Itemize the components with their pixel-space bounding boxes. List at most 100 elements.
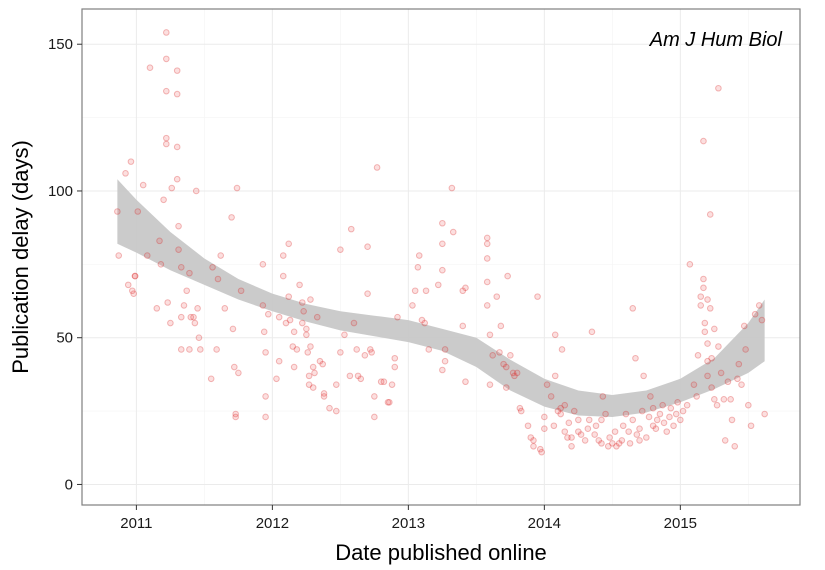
- data-point: [599, 441, 605, 447]
- data-point: [280, 273, 286, 279]
- data-point: [484, 256, 490, 262]
- data-point: [653, 426, 659, 432]
- data-point: [752, 311, 758, 317]
- data-point: [276, 314, 282, 320]
- data-point: [748, 423, 754, 429]
- data-point: [586, 417, 592, 423]
- data-point: [736, 361, 742, 367]
- data-point: [208, 376, 214, 382]
- data-point: [144, 253, 150, 259]
- data-point: [392, 355, 398, 361]
- data-point: [578, 432, 584, 438]
- data-point: [592, 432, 598, 438]
- data-point: [487, 332, 493, 338]
- data-point: [187, 270, 193, 276]
- data-point: [286, 294, 292, 300]
- data-point: [463, 379, 469, 385]
- data-point: [135, 209, 141, 215]
- data-point: [484, 303, 490, 309]
- data-point: [410, 303, 416, 309]
- data-point: [637, 438, 643, 444]
- x-tick-label: 2011: [120, 515, 152, 532]
- data-point: [314, 314, 320, 320]
- data-point: [218, 253, 224, 259]
- data-point: [294, 347, 300, 353]
- data-point: [222, 306, 228, 312]
- data-point: [542, 426, 548, 432]
- data-point: [667, 414, 673, 420]
- data-point: [415, 264, 421, 270]
- data-point: [582, 438, 588, 444]
- data-point: [687, 262, 693, 268]
- data-point: [539, 449, 545, 455]
- data-point: [174, 68, 180, 74]
- data-point: [759, 317, 765, 323]
- data-point: [301, 308, 307, 314]
- data-point: [691, 382, 697, 388]
- data-point: [571, 408, 577, 414]
- data-point: [274, 376, 280, 382]
- data-point: [115, 209, 121, 215]
- data-point: [193, 188, 199, 194]
- data-point: [551, 423, 557, 429]
- data-point: [308, 297, 314, 303]
- y-tick-label: 0: [65, 476, 73, 493]
- data-point: [630, 306, 636, 312]
- data-point: [707, 306, 713, 312]
- data-point: [503, 385, 509, 391]
- data-point: [728, 397, 734, 403]
- data-point: [260, 303, 266, 309]
- data-point: [260, 262, 266, 268]
- data-point: [702, 329, 708, 335]
- data-point: [566, 420, 572, 426]
- data-point: [306, 373, 312, 379]
- y-axis-title: Publication delay (days): [8, 140, 33, 374]
- data-point: [358, 376, 364, 382]
- data-point: [695, 353, 701, 359]
- data-point: [263, 414, 269, 420]
- data-point: [716, 344, 722, 350]
- data-point: [347, 373, 353, 379]
- data-point: [630, 417, 636, 423]
- data-point: [299, 320, 305, 326]
- data-point: [725, 379, 731, 385]
- data-point: [395, 314, 401, 320]
- x-tick-label: 2012: [256, 515, 289, 532]
- data-point: [196, 335, 202, 341]
- data-point: [299, 300, 305, 306]
- data-point: [487, 382, 493, 388]
- data-point: [743, 347, 749, 353]
- data-point: [389, 382, 395, 388]
- data-point: [762, 411, 768, 417]
- x-axis-title: Date published online: [335, 540, 547, 565]
- data-point: [518, 408, 524, 414]
- data-point: [542, 414, 548, 420]
- data-point: [198, 347, 204, 353]
- data-point: [435, 282, 441, 288]
- data-point: [668, 405, 674, 411]
- data-point: [131, 291, 137, 297]
- data-point: [741, 323, 747, 329]
- data-point: [639, 408, 645, 414]
- data-point: [508, 353, 514, 359]
- data-point: [132, 273, 138, 279]
- data-point: [174, 176, 180, 182]
- data-point: [664, 429, 670, 435]
- data-point: [291, 364, 297, 370]
- data-point: [756, 303, 762, 309]
- data-point: [165, 300, 171, 306]
- data-point: [559, 347, 565, 353]
- data-point: [265, 311, 271, 317]
- data-point: [531, 438, 537, 444]
- data-point: [338, 247, 344, 253]
- data-point: [392, 364, 398, 370]
- x-tick-label: 2014: [528, 515, 561, 532]
- data-point: [660, 402, 666, 408]
- data-point: [562, 402, 568, 408]
- data-point: [503, 364, 509, 370]
- data-point: [161, 197, 167, 203]
- data-point: [168, 320, 174, 326]
- data-point: [232, 364, 238, 370]
- data-point: [312, 370, 318, 376]
- data-point: [164, 141, 170, 147]
